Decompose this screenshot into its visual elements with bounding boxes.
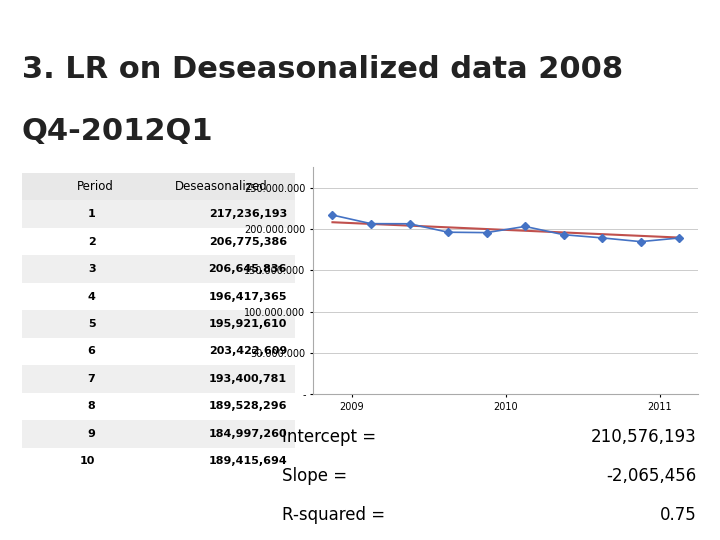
Text: 1: 1: [88, 209, 96, 219]
Text: 189,528,296: 189,528,296: [209, 401, 287, 411]
Text: 9: 9: [88, 429, 96, 439]
Text: 210,576,193: 210,576,193: [591, 428, 697, 447]
Text: 193,400,781: 193,400,781: [209, 374, 287, 384]
Text: 3. LR on Deseasonalized data 2008: 3. LR on Deseasonalized data 2008: [22, 55, 623, 84]
Text: Slope =: Slope =: [282, 467, 347, 485]
Text: 0.75: 0.75: [660, 506, 697, 524]
Text: 189,415,694: 189,415,694: [208, 456, 287, 467]
Text: 3: 3: [88, 264, 96, 274]
Bar: [22, 310, 295, 338]
Text: 196,417,365: 196,417,365: [209, 292, 287, 301]
Bar: [22, 420, 295, 448]
Bar: [22, 283, 295, 310]
Text: Intercept =: Intercept =: [282, 428, 377, 447]
Text: 8: 8: [88, 401, 96, 411]
Text: 5: 5: [88, 319, 96, 329]
Text: 206,775,386: 206,775,386: [209, 237, 287, 247]
Text: 4: 4: [88, 292, 96, 301]
Bar: [22, 255, 295, 283]
Bar: [22, 200, 295, 228]
Bar: [22, 393, 295, 420]
Bar: [22, 365, 295, 393]
Text: 184,997,260: 184,997,260: [208, 429, 287, 439]
Text: 2: 2: [88, 237, 96, 247]
Text: 6: 6: [88, 347, 96, 356]
Text: 10: 10: [80, 456, 96, 467]
Text: -2,065,456: -2,065,456: [607, 467, 697, 485]
Text: 206,645,836: 206,645,836: [209, 264, 287, 274]
Text: Q4-2012Q1: Q4-2012Q1: [22, 117, 213, 146]
Bar: [22, 448, 295, 475]
Text: R-squared =: R-squared =: [282, 506, 385, 524]
Text: Period: Period: [77, 180, 114, 193]
Text: 217,236,193: 217,236,193: [209, 209, 287, 219]
Bar: [22, 338, 295, 365]
Text: 195,921,610: 195,921,610: [209, 319, 287, 329]
Bar: [22, 228, 295, 255]
Bar: [22, 173, 295, 200]
Text: 203,422,609: 203,422,609: [209, 347, 287, 356]
Text: Deseasonalized: Deseasonalized: [175, 180, 268, 193]
Text: 7: 7: [88, 374, 96, 384]
